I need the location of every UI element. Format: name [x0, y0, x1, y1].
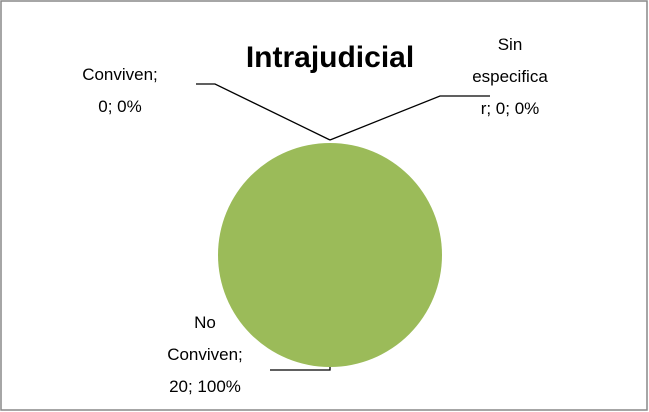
leader-line	[196, 83, 331, 141]
chart-title: Intrajudicial	[246, 41, 414, 74]
leader-line	[270, 367, 331, 371]
data-label: Sin especifica r; 0; 0%	[472, 35, 548, 118]
data-label: No Conviven; 20; 100%	[167, 313, 243, 396]
data-label: Conviven; 0; 0%	[82, 65, 158, 116]
leader-line	[329, 95, 490, 141]
pie-slice	[218, 143, 442, 367]
